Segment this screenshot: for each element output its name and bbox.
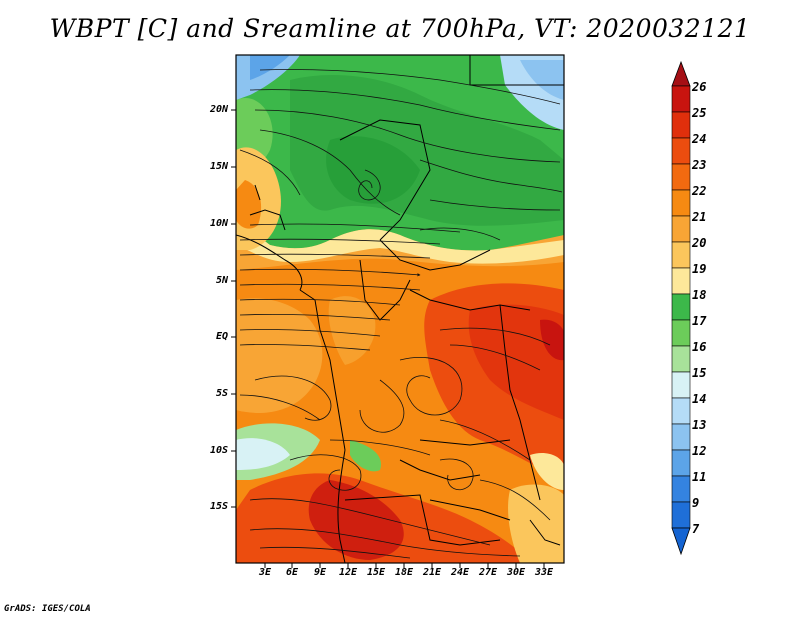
colorbar-label: 18 <box>692 288 707 302</box>
lat-label-5s: 5S <box>215 388 228 399</box>
lat-label-15n: 15N <box>209 161 228 172</box>
lon-label-24e: 24E <box>450 567 470 578</box>
colorbar-label: 19 <box>692 262 707 276</box>
colorbar-swatch <box>671 501 691 529</box>
colorbar-label: 12 <box>692 444 707 458</box>
colorbar-label: 24 <box>692 132 707 146</box>
colorbar-swatch <box>671 293 691 321</box>
colorbar-label: 26 <box>692 80 707 94</box>
colorbar-swatch <box>671 267 691 295</box>
colorbar-swatch <box>671 449 691 477</box>
colorbar-bottom-arrow <box>671 527 691 556</box>
map-frame <box>235 54 565 564</box>
colorbar-label: 20 <box>692 236 707 250</box>
lat-label-15s: 15S <box>209 501 228 512</box>
colorbar-label: 15 <box>692 366 707 380</box>
colorbar-label: 9 <box>692 496 700 510</box>
lat-label-5n: 5N <box>215 275 228 286</box>
political-borders <box>236 55 564 563</box>
lon-label-3e: 3E <box>258 567 272 578</box>
lon-label-21e: 21E <box>422 567 442 578</box>
lon-label-9e: 9E <box>313 567 327 578</box>
lat-label-eq: EQ <box>215 331 228 342</box>
colorbar <box>671 60 691 556</box>
lon-label-15e: 15E <box>366 567 386 578</box>
colorbar-label: 17 <box>692 314 707 328</box>
colorbar-label: 23 <box>692 158 707 172</box>
colorbar-swatch <box>671 137 691 165</box>
colorbar-swatch <box>671 345 691 373</box>
lat-label-10n: 10N <box>209 218 228 229</box>
colorbar-swatch <box>671 85 691 113</box>
lon-label-12e: 12E <box>338 567 358 578</box>
lon-label-33e: 33E <box>534 567 554 578</box>
streamlines <box>239 69 563 559</box>
colorbar-swatch <box>671 215 691 243</box>
lon-label-27e: 27E <box>478 567 498 578</box>
lon-label-18e: 18E <box>394 567 414 578</box>
colorbar-swatch <box>671 475 691 503</box>
wbpt-shading <box>236 55 564 563</box>
colorbar-swatch <box>671 319 691 347</box>
colorbar-swatch <box>671 397 691 425</box>
colorbar-top-arrow <box>671 60 691 87</box>
lon-label-6e: 6E <box>285 567 299 578</box>
colorbar-label: 11 <box>692 470 707 484</box>
colorbar-label: 7 <box>692 522 700 536</box>
grads-credit: GrADS: IGES/COLA <box>4 604 91 614</box>
colorbar-swatch <box>671 371 691 399</box>
colorbar-label: 25 <box>692 106 707 120</box>
colorbar-swatch <box>671 163 691 191</box>
axis-ticks <box>231 109 545 568</box>
colorbar-label: 21 <box>692 210 707 224</box>
colorbar-label: 22 <box>692 184 707 198</box>
colorbar-swatch <box>671 423 691 451</box>
lon-label-30e: 30E <box>506 567 526 578</box>
colorbar-swatch <box>671 241 691 269</box>
lat-label-10s: 10S <box>209 445 228 456</box>
lat-label-20n: 20N <box>209 104 228 115</box>
colorbar-label: 16 <box>692 340 707 354</box>
map-title: WBPT [C] and Sreamline at 700hPa, VT: 20… <box>49 14 751 43</box>
colorbar-swatch <box>671 189 691 217</box>
colorbar-label: 13 <box>692 418 707 432</box>
colorbar-swatch <box>671 111 691 139</box>
colorbar-label: 14 <box>692 392 707 406</box>
